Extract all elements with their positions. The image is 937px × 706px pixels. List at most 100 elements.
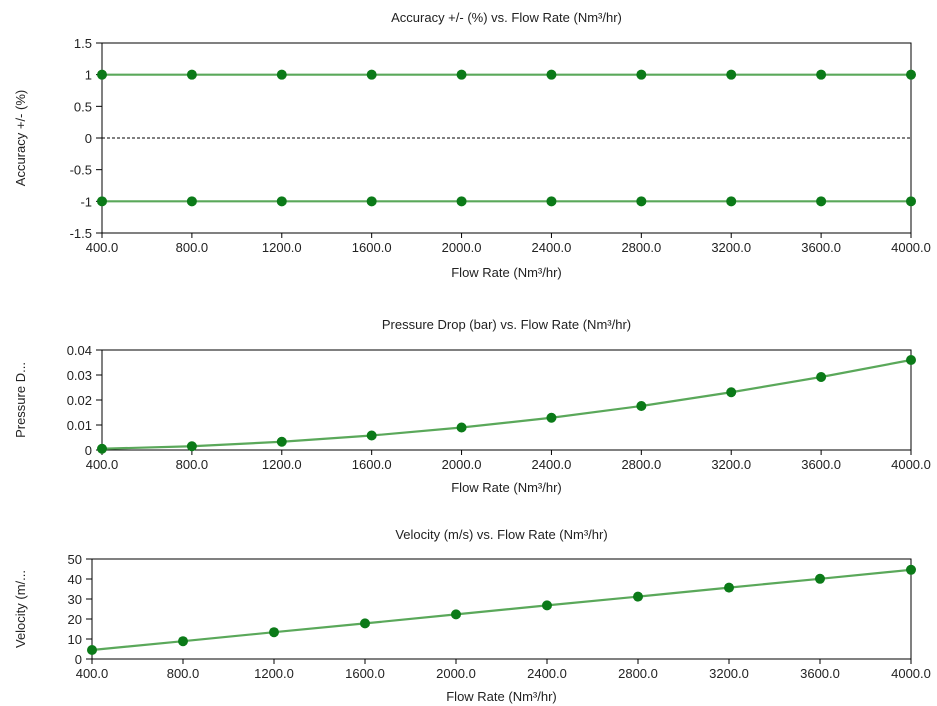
x-axis-label: Flow Rate (Nm³/hr) — [446, 689, 557, 704]
y-tick-label: 0.5 — [74, 99, 92, 114]
x-tick-label: 400.0 — [86, 240, 119, 255]
x-tick-label: 800.0 — [176, 240, 209, 255]
x-tick-label: 2400.0 — [527, 666, 567, 681]
x-tick-label: 3600.0 — [801, 240, 841, 255]
data-point — [276, 196, 287, 207]
y-tick-label: 0 — [85, 131, 92, 146]
x-tick-label: 1200.0 — [262, 457, 302, 472]
data-point — [186, 196, 197, 207]
data-point — [276, 69, 287, 80]
y-tick-label: 20 — [68, 612, 82, 627]
data-point — [636, 69, 647, 80]
data-point — [97, 196, 107, 207]
y-axis-label: Pressure D... — [13, 362, 28, 438]
data-point — [633, 591, 643, 602]
data-point — [186, 69, 197, 80]
data-point — [366, 69, 377, 80]
x-tick-label: 3600.0 — [800, 666, 840, 681]
data-point — [546, 412, 557, 423]
x-tick-label: 2400.0 — [532, 457, 572, 472]
y-tick-label: 0 — [75, 652, 82, 667]
data-point — [269, 627, 279, 638]
data-point — [456, 422, 467, 433]
y-tick-label: 0 — [85, 443, 92, 458]
data-point — [456, 196, 467, 207]
data-point — [366, 430, 377, 441]
chart-title: Accuracy +/- (%) vs. Flow Rate (Nm³/hr) — [391, 10, 622, 25]
data-point — [542, 600, 552, 611]
x-tick-label: 2000.0 — [436, 666, 476, 681]
data-point — [97, 443, 107, 454]
chart-title: Pressure Drop (bar) vs. Flow Rate (Nm³/h… — [382, 317, 631, 332]
x-tick-label: 4000.0 — [891, 457, 931, 472]
data-point — [815, 573, 825, 584]
y-axis-label: Accuracy +/- (%) — [13, 90, 28, 186]
series-line-1 — [91, 568, 912, 652]
x-axis-label: Flow Rate (Nm³/hr) — [451, 265, 562, 280]
y-tick-label: 0.02 — [67, 393, 92, 408]
x-tick-label: 1200.0 — [254, 666, 294, 681]
x-tick-label: 400.0 — [76, 666, 109, 681]
data-point — [456, 69, 467, 80]
y-tick-label: -1.5 — [70, 226, 92, 241]
x-tick-label: 800.0 — [176, 457, 209, 472]
data-point — [366, 196, 377, 207]
data-point — [636, 401, 647, 411]
x-tick-label: 3200.0 — [709, 666, 749, 681]
y-tick-label: 30 — [68, 592, 82, 607]
x-tick-label: 4000.0 — [891, 240, 931, 255]
y-tick-label: -1 — [80, 194, 92, 209]
data-point — [451, 609, 461, 620]
data-point — [726, 196, 737, 207]
data-point — [178, 636, 188, 647]
chart-2 — [96, 349, 916, 455]
x-tick-label: 2800.0 — [618, 666, 658, 681]
y-tick-label: 0.03 — [67, 368, 92, 383]
x-tick-label: 4000.0 — [891, 666, 931, 681]
y-tick-label: 1 — [85, 68, 92, 83]
data-point — [546, 69, 557, 80]
x-tick-label: 1600.0 — [345, 666, 385, 681]
x-axis-label: Flow Rate (Nm³/hr) — [451, 480, 562, 495]
plot-frame — [91, 558, 912, 660]
data-point — [636, 196, 647, 207]
data-point — [724, 582, 734, 593]
x-tick-label: 400.0 — [86, 457, 119, 472]
data-point — [906, 69, 916, 80]
data-point — [87, 645, 97, 655]
data-point — [816, 196, 827, 207]
data-point — [276, 436, 287, 447]
data-point — [360, 618, 370, 629]
data-point — [726, 69, 737, 80]
data-point — [816, 69, 827, 80]
x-tick-label: 2800.0 — [621, 457, 661, 472]
data-point — [906, 196, 916, 207]
series-line-1 — [101, 358, 912, 450]
y-tick-label: 50 — [68, 552, 82, 567]
data-point — [726, 387, 737, 398]
x-tick-label: 2800.0 — [621, 240, 661, 255]
data-point — [816, 372, 827, 382]
plot-frame — [101, 349, 912, 451]
y-tick-label: 0.04 — [67, 343, 92, 358]
y-tick-label: 40 — [68, 572, 82, 587]
x-tick-label: 1600.0 — [352, 240, 392, 255]
data-point — [906, 355, 916, 365]
data-point — [906, 564, 916, 575]
y-tick-label: 1.5 — [74, 36, 92, 51]
data-point — [546, 196, 557, 207]
data-point — [186, 441, 197, 452]
y-tick-label: 0.01 — [67, 418, 92, 433]
x-tick-label: 3200.0 — [711, 457, 751, 472]
x-tick-label: 800.0 — [167, 666, 200, 681]
x-tick-label: 3200.0 — [711, 240, 751, 255]
y-axis-label: Velocity (m/... — [13, 570, 28, 648]
chart-title: Velocity (m/s) vs. Flow Rate (Nm³/hr) — [395, 527, 607, 542]
x-tick-label: 2400.0 — [532, 240, 572, 255]
x-tick-label: 1600.0 — [352, 457, 392, 472]
x-tick-label: 3600.0 — [801, 457, 841, 472]
x-tick-label: 2000.0 — [442, 240, 482, 255]
y-tick-label: -0.5 — [70, 163, 92, 178]
chart-1 — [96, 42, 916, 238]
